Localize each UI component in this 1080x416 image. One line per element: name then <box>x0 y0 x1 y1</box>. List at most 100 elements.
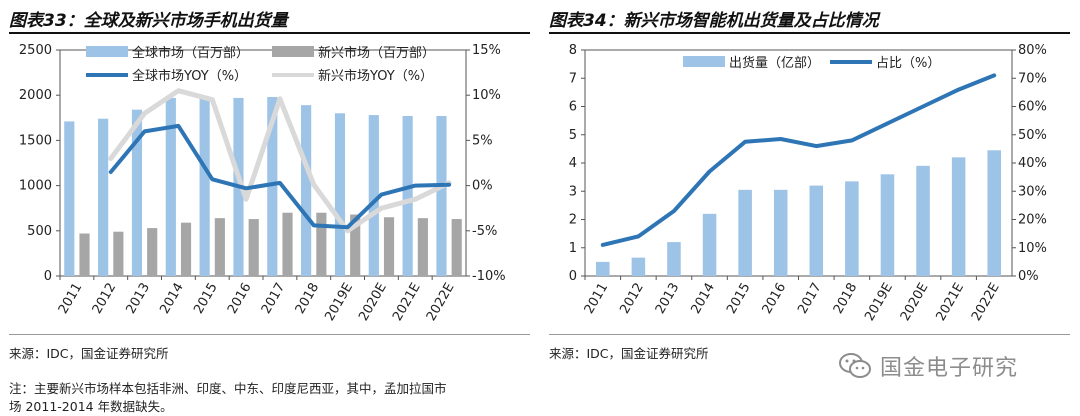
left-y-tick-label: 500 <box>27 224 52 239</box>
right-bar-series1 <box>916 165 930 276</box>
right-bar-series1 <box>951 157 966 276</box>
left-y-tick-label: 0 <box>44 269 52 284</box>
left-line-series1 <box>108 123 452 230</box>
right-x-tick-label: 2013 <box>653 281 683 317</box>
right-bar-series1 <box>631 257 646 276</box>
right-bar-series1 <box>880 174 895 276</box>
right-y-tick-label: 6 <box>569 100 577 115</box>
right-bar-series1 <box>773 189 788 276</box>
right-y2-tick-label: 50% <box>1018 128 1047 143</box>
left-chart-title: 图表33：全球及新兴市场手机出货量 <box>9 11 288 31</box>
watermark: 国金电子研究 <box>838 350 1018 382</box>
right-y2-tick-label: 40% <box>1018 156 1047 171</box>
left-y2-tick-label: 0% <box>472 179 493 194</box>
left-y-tick-label: 2000 <box>19 88 52 103</box>
left-bar-series2 <box>147 228 158 276</box>
left-y-tick-label: 2500 <box>19 43 52 58</box>
left-legend-label: 全球市场YOY（%） <box>132 68 247 84</box>
left-legend-label: 新兴市场（百万部） <box>318 45 435 61</box>
left-bar-series1 <box>368 115 379 276</box>
right-legend-label: 出货量（亿部） <box>729 55 820 71</box>
right-y-tick-label: 8 <box>569 43 577 58</box>
left-bar-series2 <box>214 218 225 276</box>
right-x-tick-label: 2015 <box>724 281 754 317</box>
right-x-tick-label: 2022E <box>969 280 1003 323</box>
left-legend-label: 全球市场（百万部） <box>132 45 249 61</box>
left-bar-series2 <box>383 217 395 276</box>
left-bar-series1 <box>64 121 75 276</box>
right-plot-frame <box>584 49 1013 277</box>
left-source: 来源：IDC，国金证券研究所 <box>9 346 169 361</box>
right-y-tick-label: 5 <box>569 128 577 143</box>
wechat-icon <box>839 353 871 378</box>
right-y2-tick-label: 10% <box>1018 241 1047 256</box>
left-legend-label: 新兴市场YOY（%） <box>318 68 433 84</box>
left-bar-series2 <box>316 212 327 276</box>
left-bar-series2 <box>451 219 462 276</box>
left-y2-tick-label: -5% <box>472 224 497 239</box>
right-y-tick-label: 1 <box>569 241 577 256</box>
left-y2-tick-label: -10% <box>472 269 506 284</box>
left-bar-series2 <box>350 214 361 276</box>
right-bar-series1 <box>667 242 681 276</box>
right-legend-label: 占比（%） <box>876 56 940 71</box>
left-bar-series1 <box>165 97 176 276</box>
right-x-tick-label: 2020E <box>898 281 932 324</box>
left-bar-series1 <box>402 115 413 276</box>
right-y-tick-label: 4 <box>569 156 577 171</box>
right-bar-series1 <box>845 181 859 276</box>
right-bar-series1 <box>702 213 717 276</box>
left-bar-series1 <box>267 97 278 277</box>
right-x-tick-label: 2014 <box>688 281 718 317</box>
left-bar-series1 <box>436 115 447 276</box>
left-bar-series1 <box>301 105 312 276</box>
left-y2-tick-label: 5% <box>472 133 493 148</box>
right-y2-tick-label: 70% <box>1018 71 1047 86</box>
right-bar-series1 <box>738 189 752 276</box>
right-y-tick-label: 7 <box>569 71 577 86</box>
left-bar-series1 <box>98 118 109 276</box>
left-bar-series2 <box>417 218 428 276</box>
right-title-rule <box>549 32 1070 34</box>
right-y-tick-label: 3 <box>569 184 577 199</box>
right-x-tick-label: 2021E <box>933 281 967 324</box>
right-x-tick-label: 2019E <box>862 281 896 324</box>
right-x-tick-label: 2016 <box>760 281 790 317</box>
left-y2-tick-label: 15% <box>472 43 501 58</box>
right-y2-tick-label: 0% <box>1018 269 1039 284</box>
left-note-line2: 场 2011-2014 年数据缺失。 <box>9 399 173 414</box>
right-x-tick-label: 2012 <box>617 281 647 317</box>
right-y2-tick-label: 60% <box>1018 100 1047 115</box>
left-title-rule <box>9 32 530 34</box>
left-bar-series1 <box>199 97 210 276</box>
right-footer-rule <box>549 334 1070 335</box>
right-y2-tick-label: 20% <box>1018 213 1047 228</box>
right-y2-tick-label: 80% <box>1018 43 1047 58</box>
right-x-tick-label: 2017 <box>795 281 825 317</box>
left-note-line1: 注：主要新兴市场样本包括非洲、印度、中东、印度尼西亚，其中，孟加拉国市 <box>9 381 447 396</box>
left-bar-series2 <box>180 222 192 276</box>
left-y-tick-label: 1500 <box>19 133 52 148</box>
right-y-tick-label: 0 <box>569 269 577 284</box>
right-bar-series1 <box>596 261 610 276</box>
left-footer-rule <box>9 334 530 335</box>
right-source: 来源：IDC，国金证券研究所 <box>549 346 709 361</box>
left-y2-tick-label: 10% <box>472 88 501 103</box>
left-bar-series1 <box>334 113 346 276</box>
right-legend-swatch <box>683 56 725 67</box>
left-bar-series1 <box>131 109 143 276</box>
left-y-tick-label: 1000 <box>19 179 52 194</box>
left-legend-swatch <box>272 46 314 57</box>
right-bar-series1 <box>987 150 1001 276</box>
right-y2-tick-label: 30% <box>1018 184 1047 199</box>
left-bar-series2 <box>113 231 124 276</box>
left-bar-series2 <box>79 233 90 276</box>
left-bar-series2 <box>248 219 259 276</box>
right-bar-series1 <box>809 185 824 276</box>
left-bar-series2 <box>282 212 293 276</box>
right-line-series1 <box>600 73 997 247</box>
watermark-text: 国金电子研究 <box>880 356 1019 381</box>
right-x-tick-label: 2011 <box>582 281 612 317</box>
